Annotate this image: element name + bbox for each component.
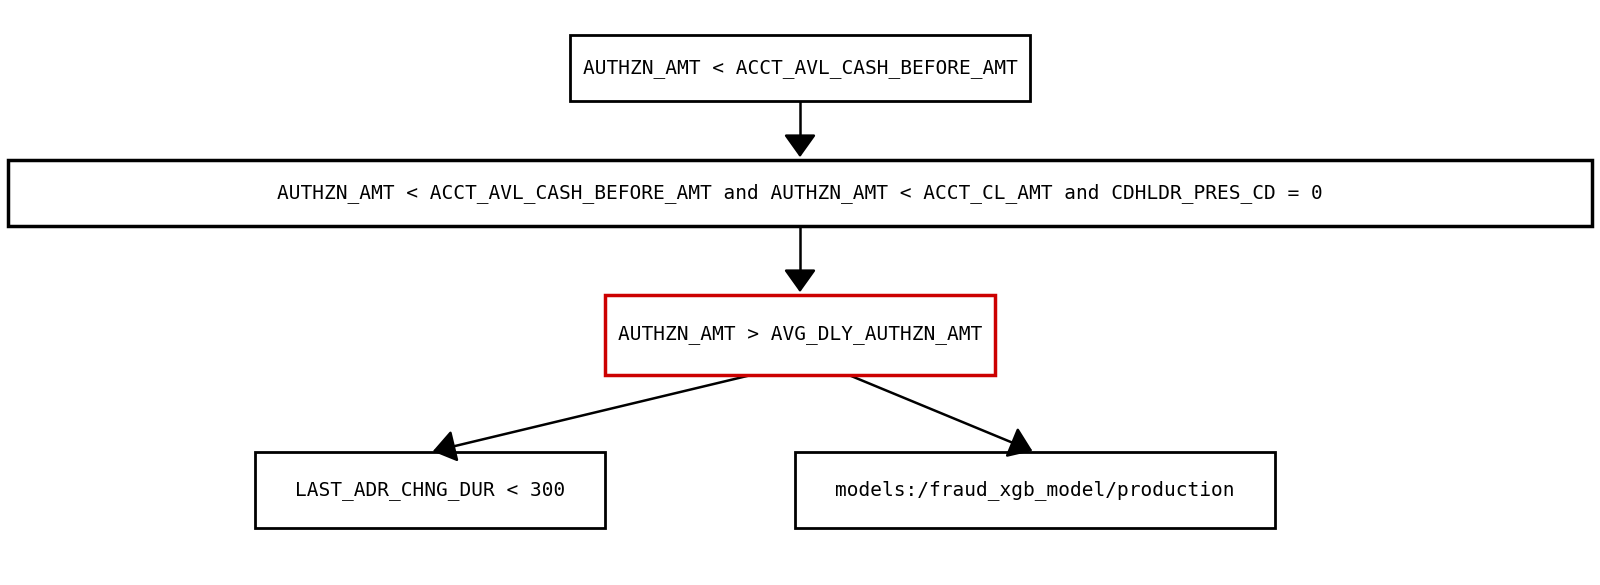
Text: LAST_ADR_CHNG_DUR < 300: LAST_ADR_CHNG_DUR < 300: [294, 480, 565, 500]
Bar: [254, 452, 605, 528]
Text: AUTHZN_AMT > AVG_DLY_AUTHZN_AMT: AUTHZN_AMT > AVG_DLY_AUTHZN_AMT: [618, 325, 982, 345]
Text: AUTHZN_AMT < ACCT_AVL_CASH_BEFORE_AMT: AUTHZN_AMT < ACCT_AVL_CASH_BEFORE_AMT: [582, 58, 1018, 77]
Bar: [795, 452, 1275, 528]
Bar: [570, 35, 1030, 101]
Text: models:/fraud_xgb_model/production: models:/fraud_xgb_model/production: [835, 480, 1235, 500]
Bar: [8, 160, 1592, 226]
Text: AUTHZN_AMT < ACCT_AVL_CASH_BEFORE_AMT and AUTHZN_AMT < ACCT_CL_AMT and CDHLDR_PR: AUTHZN_AMT < ACCT_AVL_CASH_BEFORE_AMT an…: [277, 183, 1323, 203]
Bar: [605, 295, 995, 375]
